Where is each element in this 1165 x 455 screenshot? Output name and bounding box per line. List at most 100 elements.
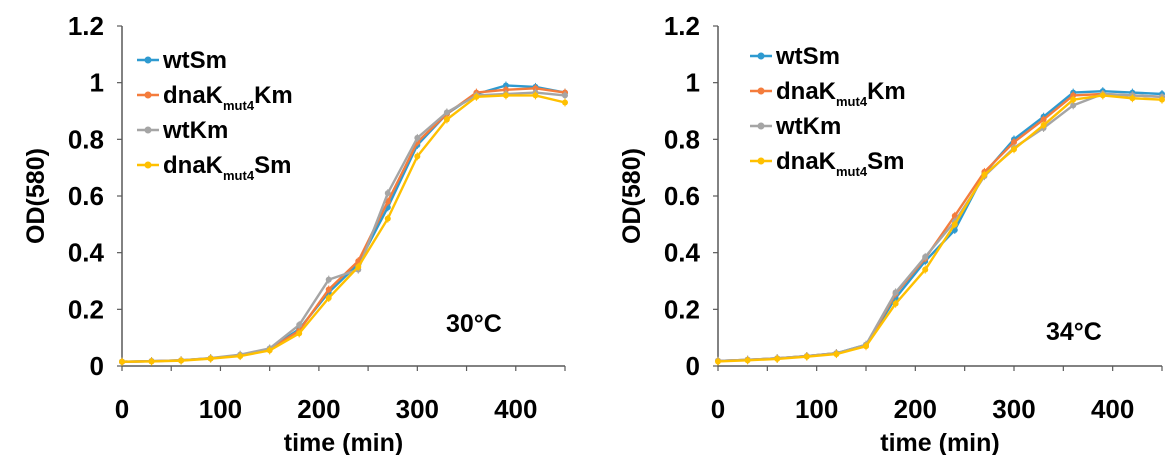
y-tick-label: 1.2 <box>68 11 104 41</box>
legend-swatch-marker <box>757 122 765 130</box>
data-point <box>237 353 244 360</box>
y-tick-label: 0.6 <box>664 181 700 211</box>
data-point <box>532 85 539 92</box>
data-point <box>803 353 810 360</box>
data-point <box>562 92 568 99</box>
x-tick-label: 100 <box>199 394 242 424</box>
data-point <box>532 92 539 99</box>
data-point <box>148 358 155 365</box>
chart-panel-2: 0 0.2 0.4 0.6 0.8 1 1.2 0 100 200 300 400 time (min)… <box>618 11 1165 455</box>
data-point <box>502 86 509 93</box>
x-axis-title: time (min) <box>284 429 403 455</box>
legend-label-main: wtSm <box>162 47 227 74</box>
legend-label: dnaKmut4Sm <box>163 152 291 183</box>
data-point <box>178 357 185 364</box>
data-point <box>833 351 840 358</box>
y-tick-label: 0.4 <box>664 238 701 268</box>
data-point <box>355 263 362 270</box>
y-tick-label: 1.2 <box>664 11 700 41</box>
x-tick-label: 300 <box>992 394 1035 424</box>
chart-panel-1: 0 0.2 0.4 0.6 0.8 1 1.2 0 100 200 300 400 time (min)… <box>22 11 568 455</box>
data-point <box>443 109 450 116</box>
y-axis-title: OD(580) <box>22 148 50 244</box>
data-point <box>981 171 988 178</box>
legend-swatch-marker <box>757 52 765 60</box>
data-point <box>296 330 303 337</box>
legend-item: wtKm <box>750 113 841 140</box>
y-axis-title: OD(580) <box>618 148 646 244</box>
legend-label-main: dnaK <box>163 82 224 109</box>
data-point <box>1011 139 1017 146</box>
legend-label-subscript: mut4 <box>836 94 868 109</box>
data-point <box>1070 102 1077 109</box>
legend-label: wtSm <box>162 47 227 74</box>
data-point <box>443 116 450 123</box>
data-point <box>715 358 721 365</box>
legend-item: wtSm <box>137 47 227 74</box>
data-point <box>951 221 958 228</box>
legend-item: wtKm <box>137 117 228 144</box>
legend-label: dnaKmut4Sm <box>776 148 904 179</box>
legend: wtSm dnaKmut4Km wtKm dnaKmut4Sm <box>750 43 906 179</box>
y-tick-label: 0.8 <box>664 124 700 154</box>
data-point <box>1011 146 1017 153</box>
data-point <box>774 355 781 362</box>
legend-label: wtSm <box>775 43 840 70</box>
x-tick-label: 0 <box>711 394 725 424</box>
legend-item: dnaKmut4Km <box>750 78 906 109</box>
data-point <box>207 355 214 362</box>
legend-label-main: dnaK <box>776 78 837 105</box>
data-point <box>502 92 509 99</box>
data-point <box>119 358 125 365</box>
x-tick-label: 100 <box>795 394 838 424</box>
data-point <box>1129 95 1136 102</box>
data-point <box>1159 96 1165 103</box>
legend-label-subscript: mut4 <box>836 164 868 179</box>
y-tick-label: 0 <box>686 351 700 381</box>
legend-label-main: wtKm <box>775 113 841 140</box>
legend-label-main: dnaK <box>776 148 837 175</box>
data-point <box>922 253 929 260</box>
legend-item: wtSm <box>750 43 840 70</box>
legend-label: wtKm <box>162 117 228 144</box>
data-point <box>473 93 480 100</box>
legend-item: dnaKmut4Km <box>137 82 293 113</box>
data-point <box>892 289 899 296</box>
legend-swatch-marker <box>144 91 152 99</box>
x-tick-label: 200 <box>894 394 937 424</box>
data-point <box>892 300 899 307</box>
data-point <box>414 134 421 141</box>
data-point <box>325 286 332 293</box>
series-dnaKmut4Sm <box>119 91 568 366</box>
data-point <box>266 347 273 354</box>
legend-swatch-marker <box>757 87 765 95</box>
legend-label-subscript: mut4 <box>223 168 255 183</box>
legend-label-suffix: Km <box>254 82 293 109</box>
series-dnaKmut4Sm <box>715 91 1165 366</box>
x-axis-title: time (min) <box>880 429 999 455</box>
legend-label-subscript: mut4 <box>223 98 255 113</box>
data-point <box>744 357 751 364</box>
legend-item: dnaKmut4Sm <box>750 148 904 179</box>
y-tick-label: 0.2 <box>68 294 104 324</box>
data-point <box>414 153 421 160</box>
legend-swatch-marker <box>144 161 152 169</box>
legend-label-main: wtKm <box>162 117 228 144</box>
legend-label-suffix: Sm <box>254 152 291 179</box>
x-tick-label: 300 <box>396 394 439 424</box>
series-line <box>717 94 1163 363</box>
data-point <box>1040 122 1047 129</box>
series-line <box>121 94 566 363</box>
y-tick-label: 1 <box>686 68 700 98</box>
x-tick-label: 400 <box>494 394 537 424</box>
y-tick-label: 1 <box>90 68 104 98</box>
legend-label-main: wtSm <box>775 43 840 70</box>
data-point <box>325 295 332 301</box>
legend-swatch-marker <box>144 126 152 134</box>
legend-swatch-marker <box>144 56 152 64</box>
x-tick-label: 200 <box>297 394 340 424</box>
data-point <box>562 99 568 106</box>
data-point <box>384 190 391 197</box>
data-point <box>1070 92 1077 99</box>
